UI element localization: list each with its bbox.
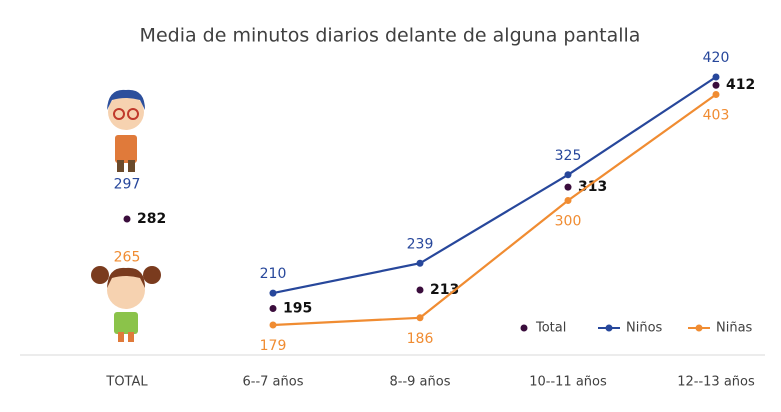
x-tick-label: 12--13 años: [677, 375, 755, 390]
data-label: 412: [726, 77, 755, 93]
boy-icon: [107, 89, 145, 172]
data-label: 265: [114, 250, 141, 266]
data-label: 325: [555, 148, 582, 164]
legend-marker: [695, 324, 703, 332]
legend-marker: [605, 324, 613, 332]
data-label: 213: [430, 282, 459, 298]
marker: [416, 259, 424, 267]
legend-label: Niñas: [716, 321, 753, 336]
line: [272, 93, 717, 327]
data-label: 420: [703, 50, 730, 66]
marker: [564, 183, 572, 191]
marker: [269, 321, 277, 329]
legend-label: Niños: [626, 321, 663, 336]
x-tick-label: 10--11 años: [529, 375, 607, 390]
data-label: 297: [114, 177, 141, 193]
marker: [416, 314, 424, 322]
line: [272, 76, 717, 295]
data-label: 239: [407, 236, 434, 252]
marker: [123, 215, 131, 223]
marker: [564, 171, 572, 179]
marker: [712, 73, 720, 81]
data-label: 210: [260, 266, 287, 282]
data-label: 282: [137, 211, 166, 227]
x-tick-label: 6--7 años: [243, 375, 304, 390]
data-label: 186: [407, 331, 434, 347]
data-label: 300: [555, 213, 582, 229]
data-label: 195: [283, 301, 312, 317]
girl-icon: [91, 266, 161, 342]
legend-label: Total: [535, 321, 566, 336]
marker: [269, 289, 277, 297]
data-label: 403: [703, 107, 730, 123]
marker: [712, 90, 720, 98]
x-tick-label: 8--9 años: [390, 375, 451, 390]
marker: [712, 81, 720, 89]
chart-title: Media de minutos diarios delante de algu…: [140, 25, 641, 47]
data-label: 313: [578, 179, 607, 195]
x-tick-label: TOTAL: [105, 375, 148, 390]
marker: [564, 196, 572, 204]
data-label: 179: [260, 338, 287, 354]
marker: [416, 286, 424, 294]
marker: [269, 305, 277, 313]
legend-marker: [520, 324, 528, 332]
